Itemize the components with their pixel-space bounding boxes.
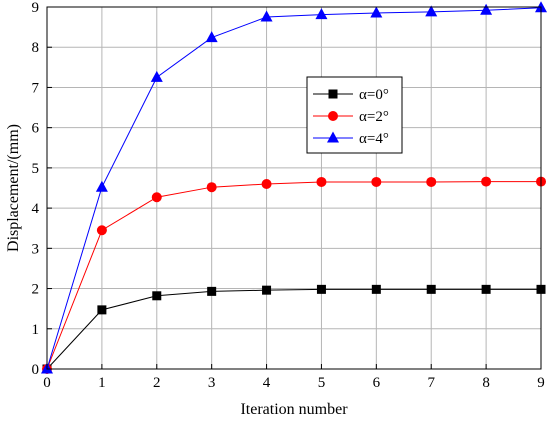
y-tick-label: 4 (32, 201, 40, 217)
data-point-square (481, 284, 491, 294)
x-tick-label: 9 (537, 375, 545, 391)
x-tick-label: 6 (373, 375, 381, 391)
data-point-triangle (205, 31, 218, 43)
data-point-triangle (150, 70, 163, 82)
x-tick-label: 0 (43, 375, 51, 391)
data-point-triangle (480, 3, 493, 15)
data-point-circle (371, 176, 382, 187)
legend-box (306, 76, 403, 154)
y-tick-label: 0 (32, 362, 40, 378)
x-axis-title: Iteration number (240, 401, 348, 418)
data-point-circle (316, 176, 327, 187)
legend-marker-square (328, 89, 338, 99)
x-tick-label: 5 (318, 375, 326, 391)
y-tick-label: 5 (32, 161, 40, 177)
data-point-square (371, 284, 381, 294)
legend-label: α=0° (359, 87, 389, 103)
data-point-triangle (315, 8, 328, 20)
y-tick-label: 7 (32, 80, 40, 96)
legend-item: α=2° (313, 109, 389, 125)
legend: α=0° α=2° α=4° (306, 76, 403, 154)
data-point-square (152, 291, 162, 301)
x-tick-label: 2 (153, 375, 161, 391)
y-tick-label: 1 (32, 322, 40, 338)
data-point-square (262, 285, 272, 295)
y-tick-label: 8 (32, 40, 40, 56)
data-point-circle (96, 225, 107, 236)
data-point-triangle (260, 10, 273, 22)
data-point-circle (426, 176, 437, 187)
data-point-square (97, 305, 107, 315)
x-tick-label: 3 (208, 375, 216, 391)
data-point-square (316, 284, 326, 294)
y-tick-label: 3 (32, 241, 40, 257)
legend-label: α=2° (359, 109, 389, 125)
y-tick-label: 9 (32, 0, 40, 16)
series-line (46, 7, 542, 370)
data-point-circle (206, 182, 217, 193)
x-tick-label: 8 (482, 375, 490, 391)
axes: 0 1 2 3 4 5 6 7 8 9 0 1 2 3 4 5 6 7 8 9 (32, 0, 545, 391)
series-circle (42, 176, 546, 374)
legend-marker-triangle (327, 131, 339, 143)
legend-item: α=0° (313, 87, 389, 103)
plot-frame (46, 6, 542, 370)
data-point-circle (481, 176, 492, 187)
x-tick-label: 1 (98, 375, 106, 391)
data-point-square (426, 284, 436, 294)
y-axis-title: Displacement/(mm) (5, 124, 22, 252)
series-layer (41, 1, 547, 374)
x-tick-label: 4 (263, 375, 271, 391)
plot-area (47, 7, 541, 369)
x-tick-label: 7 (427, 375, 435, 391)
data-point-circle (151, 192, 162, 203)
y-tick-label: 6 (32, 121, 40, 137)
series-line (46, 181, 541, 370)
series-line (46, 288, 541, 370)
data-point-triangle (95, 180, 108, 192)
legend-item: α=4° (313, 131, 389, 147)
y-tick-label: 2 (32, 282, 40, 298)
legend-marker-circle (328, 111, 338, 121)
data-point-triangle (370, 6, 383, 18)
data-point-triangle (425, 5, 438, 17)
legend-label: α=4° (359, 131, 389, 147)
data-point-square (207, 286, 217, 296)
data-point-circle (261, 178, 272, 189)
